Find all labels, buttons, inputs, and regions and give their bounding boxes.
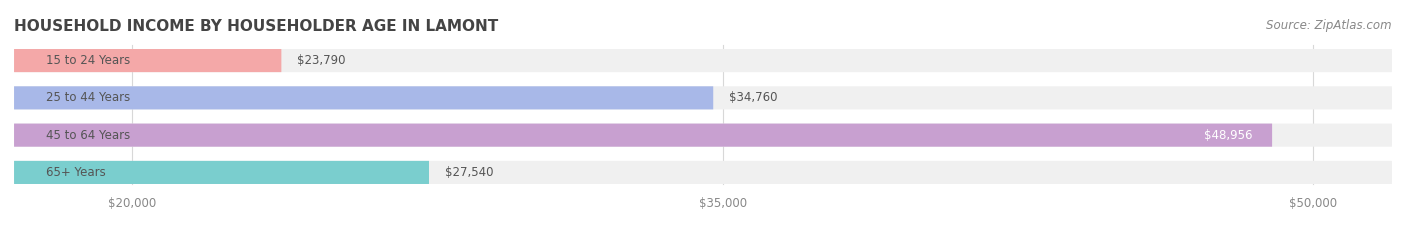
Text: $48,956: $48,956 — [1204, 129, 1253, 142]
FancyBboxPatch shape — [14, 161, 429, 184]
Text: HOUSEHOLD INCOME BY HOUSEHOLDER AGE IN LAMONT: HOUSEHOLD INCOME BY HOUSEHOLDER AGE IN L… — [14, 19, 498, 34]
FancyBboxPatch shape — [14, 161, 1392, 184]
Text: $27,540: $27,540 — [444, 166, 494, 179]
Text: 25 to 44 Years: 25 to 44 Years — [45, 91, 129, 104]
Text: 15 to 24 Years: 15 to 24 Years — [45, 54, 129, 67]
FancyBboxPatch shape — [14, 123, 1272, 147]
Text: 65+ Years: 65+ Years — [45, 166, 105, 179]
Text: $34,760: $34,760 — [728, 91, 778, 104]
Text: $23,790: $23,790 — [297, 54, 346, 67]
FancyBboxPatch shape — [14, 49, 281, 72]
Text: Source: ZipAtlas.com: Source: ZipAtlas.com — [1267, 19, 1392, 32]
FancyBboxPatch shape — [14, 123, 1392, 147]
Text: 45 to 64 Years: 45 to 64 Years — [45, 129, 129, 142]
FancyBboxPatch shape — [14, 49, 1392, 72]
FancyBboxPatch shape — [14, 86, 713, 110]
FancyBboxPatch shape — [14, 86, 1392, 110]
